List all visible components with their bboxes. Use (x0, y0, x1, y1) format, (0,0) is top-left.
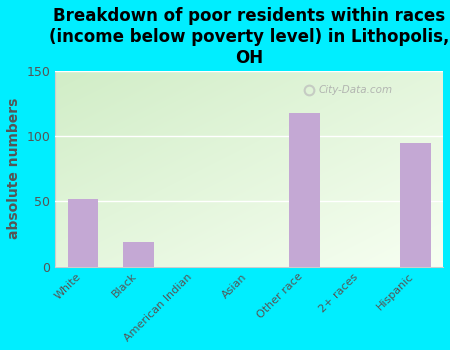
Bar (289, 113, 320, 266)
Bar (123, 242, 153, 266)
Bar (68, 199, 98, 266)
Bar (400, 142, 431, 266)
Title: Breakdown of poor residents within races
(income below poverty level) in Lithopo: Breakdown of poor residents within races… (49, 7, 450, 66)
Text: City-Data.com: City-Data.com (319, 85, 393, 96)
Y-axis label: absolute numbers: absolute numbers (7, 98, 21, 239)
